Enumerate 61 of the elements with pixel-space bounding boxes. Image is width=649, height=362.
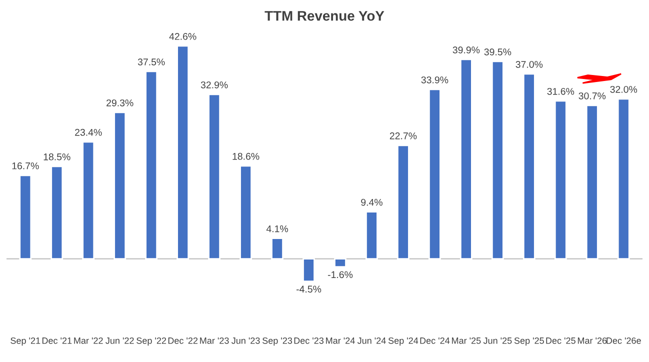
bar bbox=[554, 100, 567, 260]
x-tick-label: Sep '22 bbox=[136, 337, 166, 346]
bar bbox=[82, 141, 95, 260]
data-label: 22.7% bbox=[390, 132, 417, 140]
data-label: 42.6% bbox=[169, 33, 196, 40]
bar bbox=[460, 58, 472, 260]
x-tick-label: Dec '24 bbox=[420, 337, 450, 344]
bar bbox=[428, 88, 441, 260]
data-label: 30.7% bbox=[578, 92, 606, 100]
data-label: 31.6% bbox=[547, 88, 574, 95]
bar bbox=[334, 258, 346, 268]
bar bbox=[617, 98, 630, 260]
bar bbox=[176, 45, 190, 260]
x-tick-label: Dec '21 bbox=[42, 337, 72, 344]
bar bbox=[271, 238, 284, 260]
data-label: 23.4% bbox=[75, 128, 102, 136]
x-tick-label: Dec '25 bbox=[546, 337, 576, 344]
chart-title: TTM Revenue YoY bbox=[264, 11, 384, 21]
data-label: 37.0% bbox=[516, 60, 543, 68]
bar bbox=[397, 144, 410, 260]
data-label: 16.7% bbox=[12, 162, 39, 170]
x-tick-label: Mar '22 bbox=[74, 337, 103, 344]
data-label: 32.9% bbox=[200, 81, 228, 88]
bar bbox=[491, 60, 504, 260]
bar bbox=[366, 211, 378, 260]
x-tick-label: Mar '24 bbox=[326, 337, 355, 344]
x-tick-label: Sep '25 bbox=[514, 337, 544, 346]
bar bbox=[240, 165, 252, 260]
data-label: -1.6% bbox=[328, 271, 353, 278]
bar bbox=[302, 258, 315, 282]
x-tick-label: Sep '23 bbox=[262, 337, 292, 346]
data-label: 29.3% bbox=[106, 99, 134, 106]
x-tick-label: Dec '22 bbox=[168, 337, 198, 344]
data-label: 9.4% bbox=[361, 198, 382, 206]
data-label: 33.9% bbox=[421, 76, 448, 84]
x-tick-label: Dec '23 bbox=[294, 337, 324, 344]
bar bbox=[208, 94, 221, 260]
data-label: 18.5% bbox=[44, 153, 70, 160]
bar bbox=[145, 70, 158, 260]
data-label: 39.5% bbox=[484, 48, 512, 56]
x-tick-label: Sep '24 bbox=[388, 337, 418, 346]
bar bbox=[19, 174, 32, 260]
data-label: 18.6% bbox=[232, 152, 260, 160]
bar bbox=[522, 73, 536, 260]
data-label: -4.5% bbox=[296, 286, 322, 293]
data-label: 32.0% bbox=[610, 86, 638, 93]
x-tick-label: Dec '26e bbox=[606, 337, 641, 344]
bar bbox=[50, 166, 64, 260]
x-tick-label: Jun '25 bbox=[483, 337, 512, 344]
x-tick-label: Jun '24 bbox=[357, 337, 386, 344]
bar bbox=[114, 112, 126, 260]
x-tick-label: Mar '26 bbox=[578, 337, 607, 344]
x-tick-label: Jun '23 bbox=[232, 337, 260, 344]
x-tick-label: Jun '22 bbox=[106, 337, 134, 344]
data-label: 4.1% bbox=[266, 225, 288, 232]
data-label: 37.5% bbox=[138, 58, 165, 66]
x-tick-label: Sep '21 bbox=[10, 337, 40, 346]
bar bbox=[586, 104, 598, 260]
data-label: 39.9% bbox=[452, 46, 480, 54]
x-tick-label: Mar '23 bbox=[200, 337, 229, 344]
x-tick-label: Mar '25 bbox=[452, 337, 481, 344]
